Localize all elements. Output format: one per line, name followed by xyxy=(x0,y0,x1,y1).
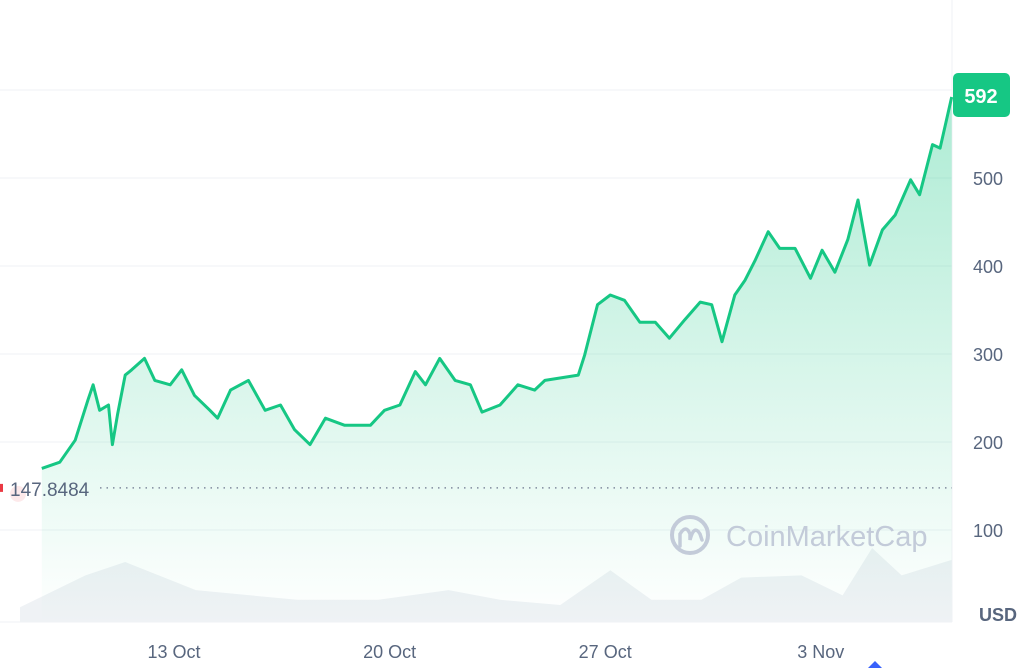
y-tick-label: 300 xyxy=(973,345,1003,365)
baseline-value-label: 147.8484 xyxy=(10,480,90,501)
baseline: 147.8484 xyxy=(0,480,952,502)
y-tick-label: 200 xyxy=(973,433,1003,453)
y-tick-label: 400 xyxy=(973,257,1003,277)
coinmarketcap-watermark: CoinMarketCap xyxy=(670,515,927,555)
x-tick-label: 13 Oct xyxy=(147,642,200,662)
y-tick-label: 100 xyxy=(973,521,1003,541)
event-marker-icon[interactable] xyxy=(868,661,882,668)
watermark-text: CoinMarketCap xyxy=(726,521,927,553)
x-tick-label: 27 Oct xyxy=(579,642,632,662)
axes: 100 200 300 400 500 USD 13 Oct 20 Oct 27 Oct 3 No… xyxy=(147,73,1017,668)
price-series xyxy=(41,96,954,622)
y-axis-unit: USD xyxy=(979,605,1017,625)
x-tick-label: 3 Nov xyxy=(797,642,844,662)
price-area-fill xyxy=(41,97,952,622)
baseline-marker xyxy=(10,485,26,502)
y-tick-label: 500 xyxy=(973,169,1003,189)
baseline-marker-tick xyxy=(0,483,3,492)
current-price-badge: 592 xyxy=(953,73,1010,117)
current-price-label: 592 xyxy=(964,86,997,108)
x-tick-label: 20 Oct xyxy=(363,642,416,662)
